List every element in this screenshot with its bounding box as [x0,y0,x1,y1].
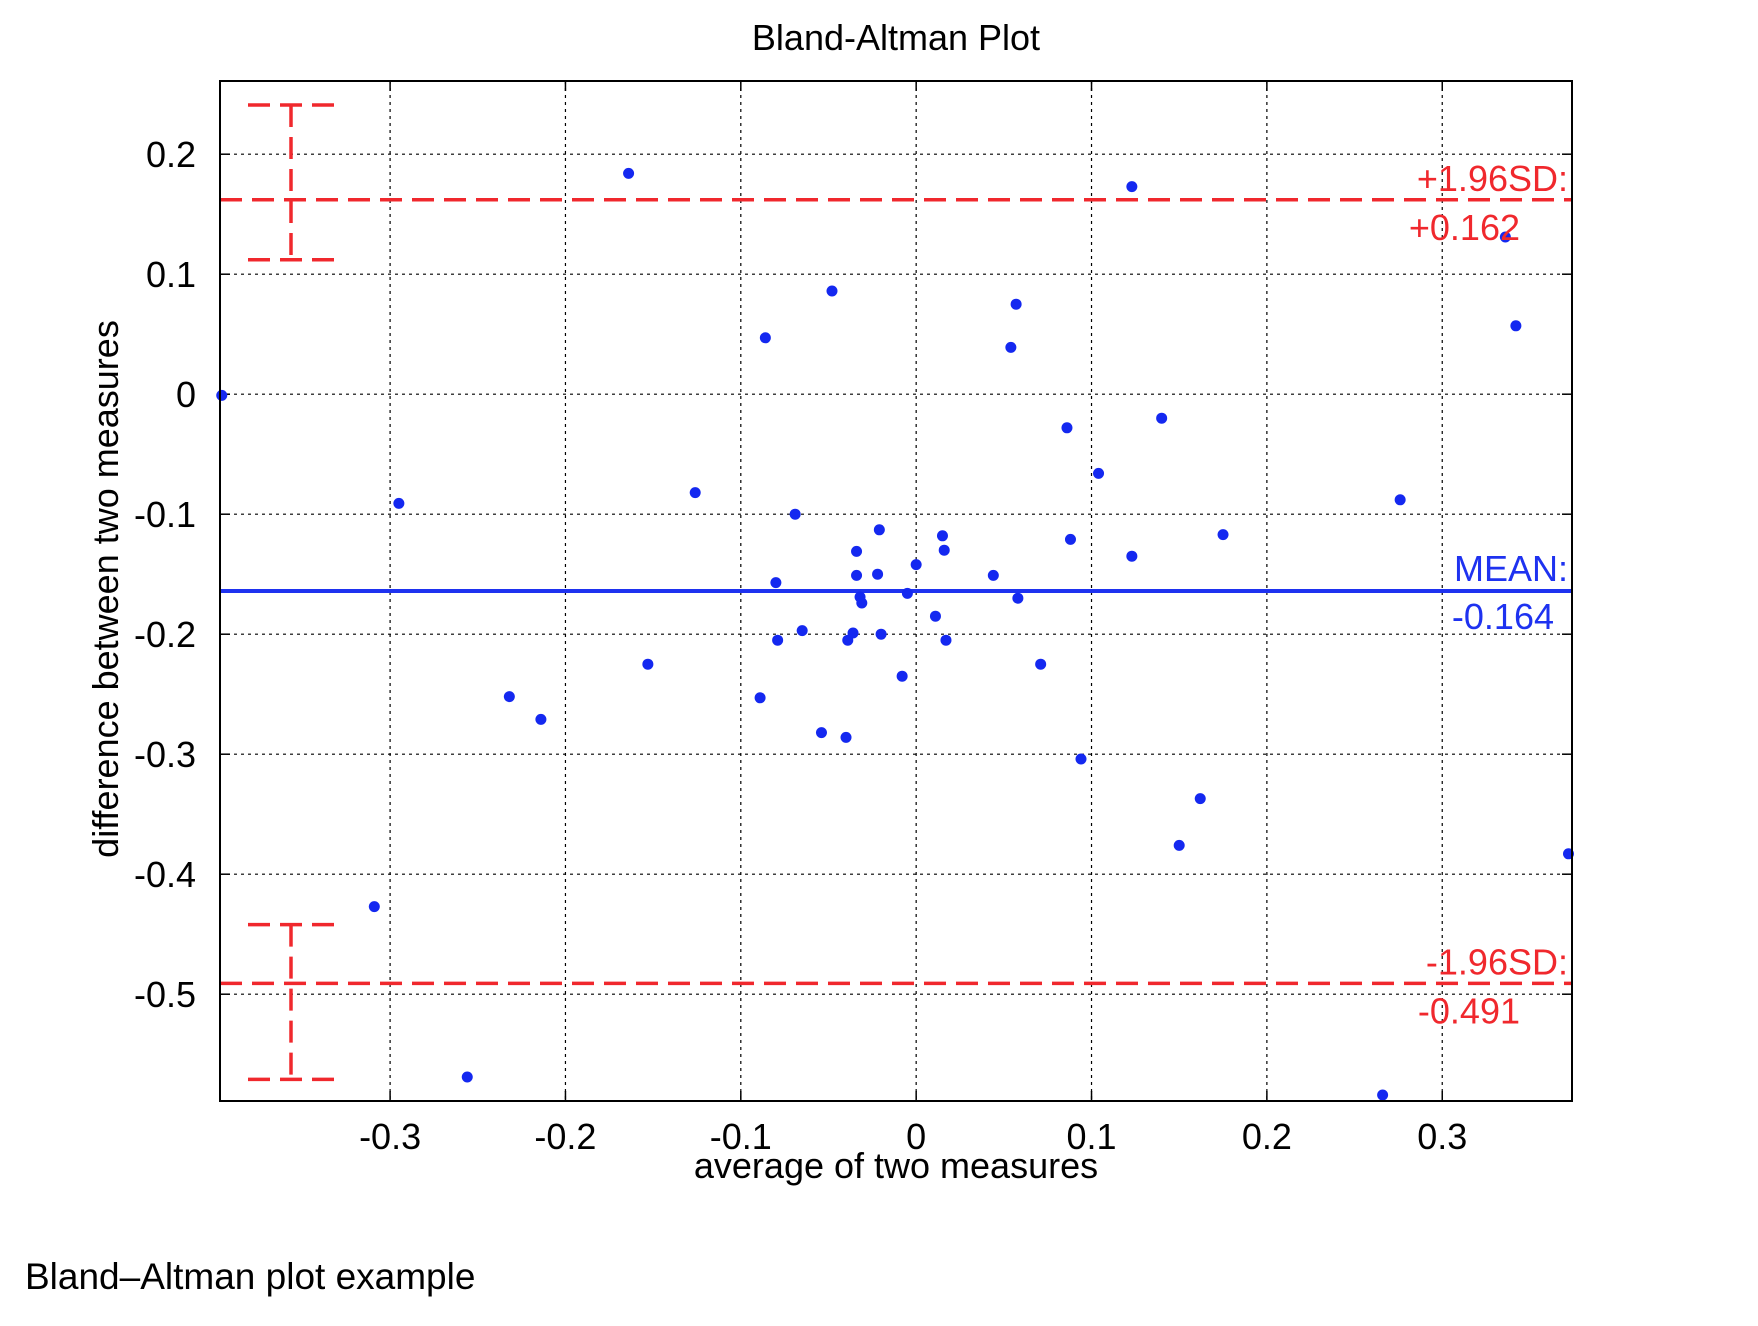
y-tick-label: -0.4 [134,854,196,895]
axis-ticks: -0.3 -0.2 -0.1 0 0.1 0.2 0.3 0.2 0.1 0 -0.1 -0.2 -0.… [134,81,1572,1157]
data-point [1510,320,1522,332]
data-point [826,285,838,297]
data-point [1126,181,1138,193]
data-point [461,1071,473,1083]
data-point [1075,753,1087,765]
y-tick-label: -0.5 [134,974,196,1015]
data-point [1173,839,1185,851]
data-point [642,658,654,670]
data-point [901,587,913,599]
data-point [1005,341,1017,353]
x-tick-label: -0.1 [710,1116,772,1157]
plot-frame [219,80,1573,1102]
data-point [1012,592,1024,604]
data-point [987,569,999,581]
data-point [689,487,701,499]
data-point [503,691,515,703]
grid [220,81,1572,1101]
y-tick-label: -0.3 [134,734,196,775]
data-point [796,625,808,637]
data-point [759,332,771,344]
x-axis-label: average of two measures [694,1145,1098,1186]
x-tick-label: 0.2 [1242,1116,1292,1157]
lower-limit-line-value: -0.491 [1418,990,1520,1031]
data-point [1061,422,1073,434]
y-axis-label: difference between two measures [85,320,126,858]
data-point [1499,231,1511,243]
data-point [623,167,635,179]
data-point [938,544,950,556]
y-tick-label: 0.2 [146,134,196,175]
x-tick-label: -0.2 [534,1116,596,1157]
y-tick-label: -0.1 [134,494,196,535]
data-point [754,692,766,704]
y-tick-label: 0.1 [146,254,196,295]
data-point [1377,1089,1389,1101]
y-tick-label: 0 [176,374,196,415]
data-point [535,713,547,725]
x-tick-label: 0.1 [1066,1116,1116,1157]
data-point [929,610,941,622]
data-point [1217,529,1229,541]
data-point [940,634,952,646]
data-point [875,628,887,640]
x-tick-label: 0 [906,1116,926,1157]
data-points [216,167,1574,1101]
data-point [856,597,868,609]
data-point [842,634,854,646]
data-point [1064,533,1076,545]
data-point [851,569,863,581]
data-point [1156,412,1168,424]
data-point [368,901,380,913]
upper-limit-line-label: +1.96SD: [1417,158,1568,199]
data-point [872,568,884,580]
limit-lines [220,103,1572,1082]
data-point [873,524,885,536]
data-point [815,727,827,739]
upper-limit-line-value: +0.162 [1409,207,1520,248]
data-point [896,670,908,682]
data-point [910,559,922,571]
data-point [772,634,784,646]
line-labels: +1.96SD: +0.162 -1.96SD: -0.491 MEAN: -0.164 [1409,158,1568,1032]
data-point [393,497,405,509]
figure-caption: Bland–Altman plot example [25,1256,476,1297]
y-tick-label: -0.2 [134,614,196,655]
data-point [216,389,228,401]
chart-title: Bland-Altman Plot [752,17,1040,58]
data-point [936,530,948,542]
data-point [1093,467,1105,479]
bland-altman-chart: Bland-Altman Plot average of two measure… [85,17,1574,1186]
data-point [840,731,852,743]
data-point [770,577,782,589]
data-point [1035,658,1047,670]
x-tick-label: -0.3 [359,1116,421,1157]
data-point [1394,494,1406,506]
lower-limit-line-label: -1.96SD: [1426,941,1568,982]
chart-svg: Bland-Altman Plot average of two measure… [85,17,1574,1186]
data-point [1126,550,1138,562]
x-tick-label: 0.3 [1417,1116,1467,1157]
mean-line-value: -0.164 [1452,596,1554,637]
data-point [851,545,863,557]
data-point [789,508,801,520]
data-point [1194,793,1206,805]
mean-line-label: MEAN: [1454,548,1568,589]
data-point [1010,298,1022,310]
